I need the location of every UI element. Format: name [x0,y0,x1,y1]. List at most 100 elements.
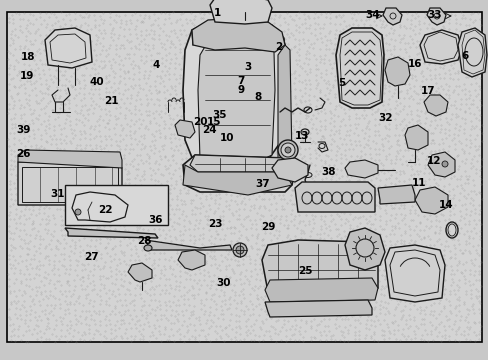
Point [151,182,159,188]
Point [61,162,69,167]
Point [252,317,260,323]
Point [414,142,422,148]
Point [445,292,453,297]
Point [475,328,483,334]
Point [206,240,214,246]
Point [185,146,193,152]
Point [452,184,460,189]
Point [369,138,377,144]
Text: 1: 1 [214,8,221,18]
Point [124,180,132,185]
Point [36,233,43,239]
Point [438,140,446,146]
Point [111,193,119,198]
Point [364,68,372,74]
Point [117,334,124,339]
Point [74,157,82,163]
Point [369,103,377,108]
Point [428,137,436,143]
Point [355,206,363,211]
Point [406,316,413,321]
Point [444,143,451,149]
Point [102,336,109,341]
Point [331,321,339,327]
Point [381,264,389,269]
Point [217,67,225,73]
Point [20,51,27,57]
Point [131,27,139,32]
Point [474,83,482,89]
Point [249,147,257,152]
Point [58,166,65,172]
Point [302,246,309,251]
Point [466,212,473,218]
Point [12,172,20,177]
Point [227,187,235,193]
Point [438,103,446,108]
Point [37,328,44,334]
Point [32,61,40,67]
Point [466,92,473,98]
Point [258,242,265,248]
Point [360,192,368,198]
Polygon shape [190,155,289,172]
Point [334,231,342,237]
Point [298,21,305,27]
Point [270,138,278,144]
Point [32,28,40,33]
Point [252,235,260,241]
Point [355,177,363,183]
Point [406,232,413,238]
Point [178,87,185,93]
Point [136,285,143,291]
Point [259,168,266,174]
Point [431,205,439,211]
Point [234,258,242,264]
Point [443,243,451,249]
Point [179,10,186,15]
Point [62,116,70,122]
Point [240,273,248,279]
Point [356,155,364,161]
Point [289,45,297,50]
Point [253,21,261,26]
Point [19,55,27,61]
Point [124,279,132,285]
Point [465,235,472,241]
Point [225,248,233,254]
Point [122,228,129,233]
Point [456,182,464,188]
Point [240,73,248,79]
Point [65,330,73,336]
Point [362,275,369,281]
Point [441,30,449,36]
Point [411,210,419,216]
Point [186,126,194,131]
Point [412,292,420,298]
Point [264,126,272,132]
Point [56,105,64,111]
Point [200,63,208,69]
Point [431,57,439,63]
Point [11,245,19,251]
Point [262,50,269,56]
Point [361,125,369,131]
Point [125,17,133,23]
Point [114,208,122,213]
Point [97,297,105,303]
Point [426,189,434,194]
Point [395,100,403,106]
Point [384,284,391,290]
Point [379,112,387,117]
Point [351,63,359,68]
Point [445,16,452,22]
Point [296,161,304,167]
Point [147,284,155,289]
Point [369,284,377,289]
Point [306,184,314,189]
Point [61,307,69,313]
Point [212,111,220,117]
Point [5,143,13,149]
Point [51,100,59,106]
Point [294,57,302,63]
